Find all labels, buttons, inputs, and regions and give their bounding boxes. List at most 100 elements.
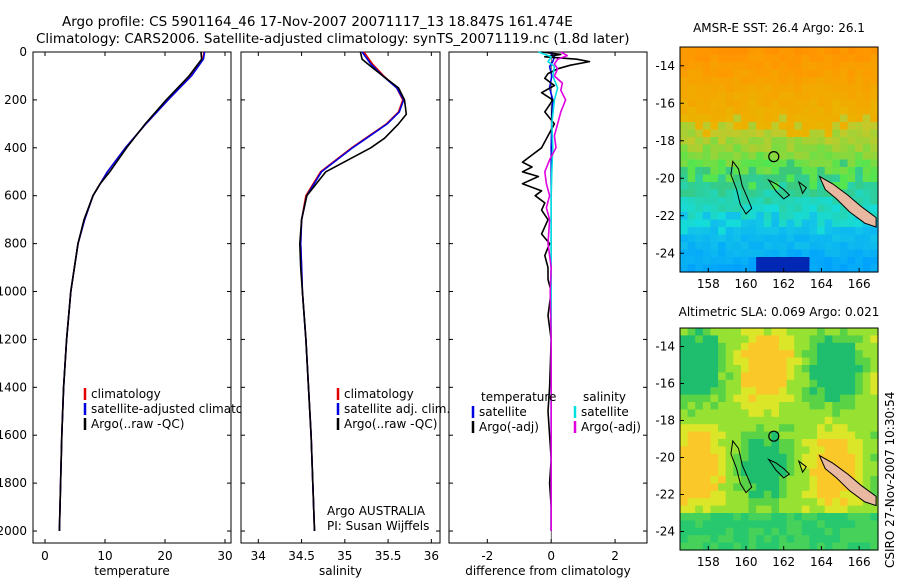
map-cell bbox=[718, 328, 727, 336]
map-cell bbox=[824, 365, 833, 373]
map-cell bbox=[809, 498, 818, 507]
map-cell bbox=[687, 152, 696, 161]
map-cell bbox=[710, 387, 719, 396]
map-cell bbox=[779, 257, 788, 266]
map-y-tick-label: -16 bbox=[655, 96, 675, 110]
map-cell bbox=[725, 212, 734, 221]
map-cell bbox=[756, 387, 765, 396]
map-cell bbox=[786, 174, 795, 183]
map-cell bbox=[779, 520, 788, 529]
map-cell bbox=[786, 92, 795, 101]
map-cell bbox=[695, 257, 704, 266]
map-cell bbox=[710, 84, 719, 93]
map-cell bbox=[801, 122, 811, 131]
map-cell bbox=[794, 137, 803, 146]
map-cell bbox=[702, 439, 712, 447]
map-cell bbox=[771, 122, 780, 131]
map-cell bbox=[862, 249, 871, 258]
map-cell bbox=[680, 498, 689, 507]
map-cell bbox=[740, 431, 750, 440]
map-cell bbox=[870, 227, 879, 236]
map-cell bbox=[702, 483, 712, 492]
legend-label: satellite bbox=[479, 405, 527, 419]
map-cell bbox=[862, 453, 871, 462]
map-cell bbox=[710, 498, 719, 507]
map-cell bbox=[809, 99, 818, 108]
map-cell bbox=[809, 257, 818, 266]
x-tick-label: 35.5 bbox=[375, 549, 402, 563]
map-cell bbox=[740, 234, 750, 243]
map-cell bbox=[794, 498, 803, 507]
map-cell bbox=[862, 122, 871, 131]
map-cell bbox=[740, 372, 750, 381]
map-cell bbox=[862, 144, 871, 153]
map-cell bbox=[763, 372, 772, 381]
map-cell bbox=[847, 379, 856, 388]
map-cell bbox=[817, 182, 826, 191]
map-cell bbox=[855, 69, 864, 78]
legend-label: satellite bbox=[581, 405, 629, 419]
map-cell bbox=[695, 204, 704, 213]
map-cell bbox=[832, 264, 841, 273]
map-cell bbox=[847, 77, 856, 86]
map-cell bbox=[695, 416, 704, 425]
map-cell bbox=[725, 342, 734, 351]
map-cell bbox=[870, 249, 879, 258]
map-cell bbox=[748, 424, 757, 433]
map-cell bbox=[817, 527, 826, 536]
map-cell bbox=[687, 535, 696, 544]
map-cell bbox=[702, 99, 712, 108]
map-cell bbox=[733, 114, 742, 123]
map-cell bbox=[839, 107, 849, 116]
map-cell bbox=[695, 174, 704, 183]
map-cell bbox=[855, 114, 864, 123]
map-cell bbox=[794, 490, 803, 499]
x-tick-label: 35 bbox=[337, 549, 352, 563]
map-cell bbox=[687, 174, 696, 183]
map-cell bbox=[862, 446, 871, 455]
map-cell bbox=[855, 77, 864, 86]
map-cell bbox=[702, 350, 712, 359]
map-cell bbox=[687, 468, 696, 477]
map-cell bbox=[771, 379, 780, 388]
map-cell bbox=[771, 490, 780, 499]
depth-tick-label: 1400 bbox=[0, 380, 27, 394]
map-cell bbox=[680, 542, 689, 551]
map-cell bbox=[756, 62, 765, 71]
map-cell bbox=[710, 77, 719, 86]
map-cell bbox=[748, 92, 757, 101]
map-cell bbox=[832, 498, 841, 507]
map-cell bbox=[862, 520, 871, 529]
map-cell bbox=[748, 122, 757, 131]
map-cell bbox=[801, 431, 811, 440]
map-cell bbox=[794, 476, 803, 484]
map-cell bbox=[862, 483, 871, 492]
map-cell bbox=[870, 335, 879, 344]
map-cell bbox=[748, 219, 757, 228]
map-cell bbox=[725, 114, 734, 123]
map-cell bbox=[870, 264, 879, 273]
map-cell bbox=[725, 69, 734, 78]
map-cell bbox=[748, 513, 757, 521]
map-cell bbox=[794, 342, 803, 351]
x-tick-label: 20 bbox=[157, 549, 172, 563]
map-cell bbox=[725, 379, 734, 388]
map-cell bbox=[763, 387, 772, 396]
map-cell bbox=[710, 357, 719, 366]
map-cell bbox=[809, 527, 818, 536]
map-cell bbox=[702, 114, 712, 123]
map-cell bbox=[725, 535, 734, 544]
map-cell bbox=[702, 137, 712, 146]
map-cell bbox=[832, 535, 841, 544]
map-cell bbox=[824, 69, 833, 78]
map-cell bbox=[763, 84, 772, 93]
map-cell bbox=[855, 431, 864, 440]
map-cell bbox=[748, 476, 757, 484]
map-cell bbox=[855, 99, 864, 108]
map-cell bbox=[710, 122, 719, 131]
map-cell bbox=[725, 476, 734, 484]
map-cell bbox=[786, 107, 795, 116]
map-cell bbox=[680, 446, 689, 455]
map-cell bbox=[740, 453, 750, 462]
map-cell bbox=[710, 394, 719, 403]
